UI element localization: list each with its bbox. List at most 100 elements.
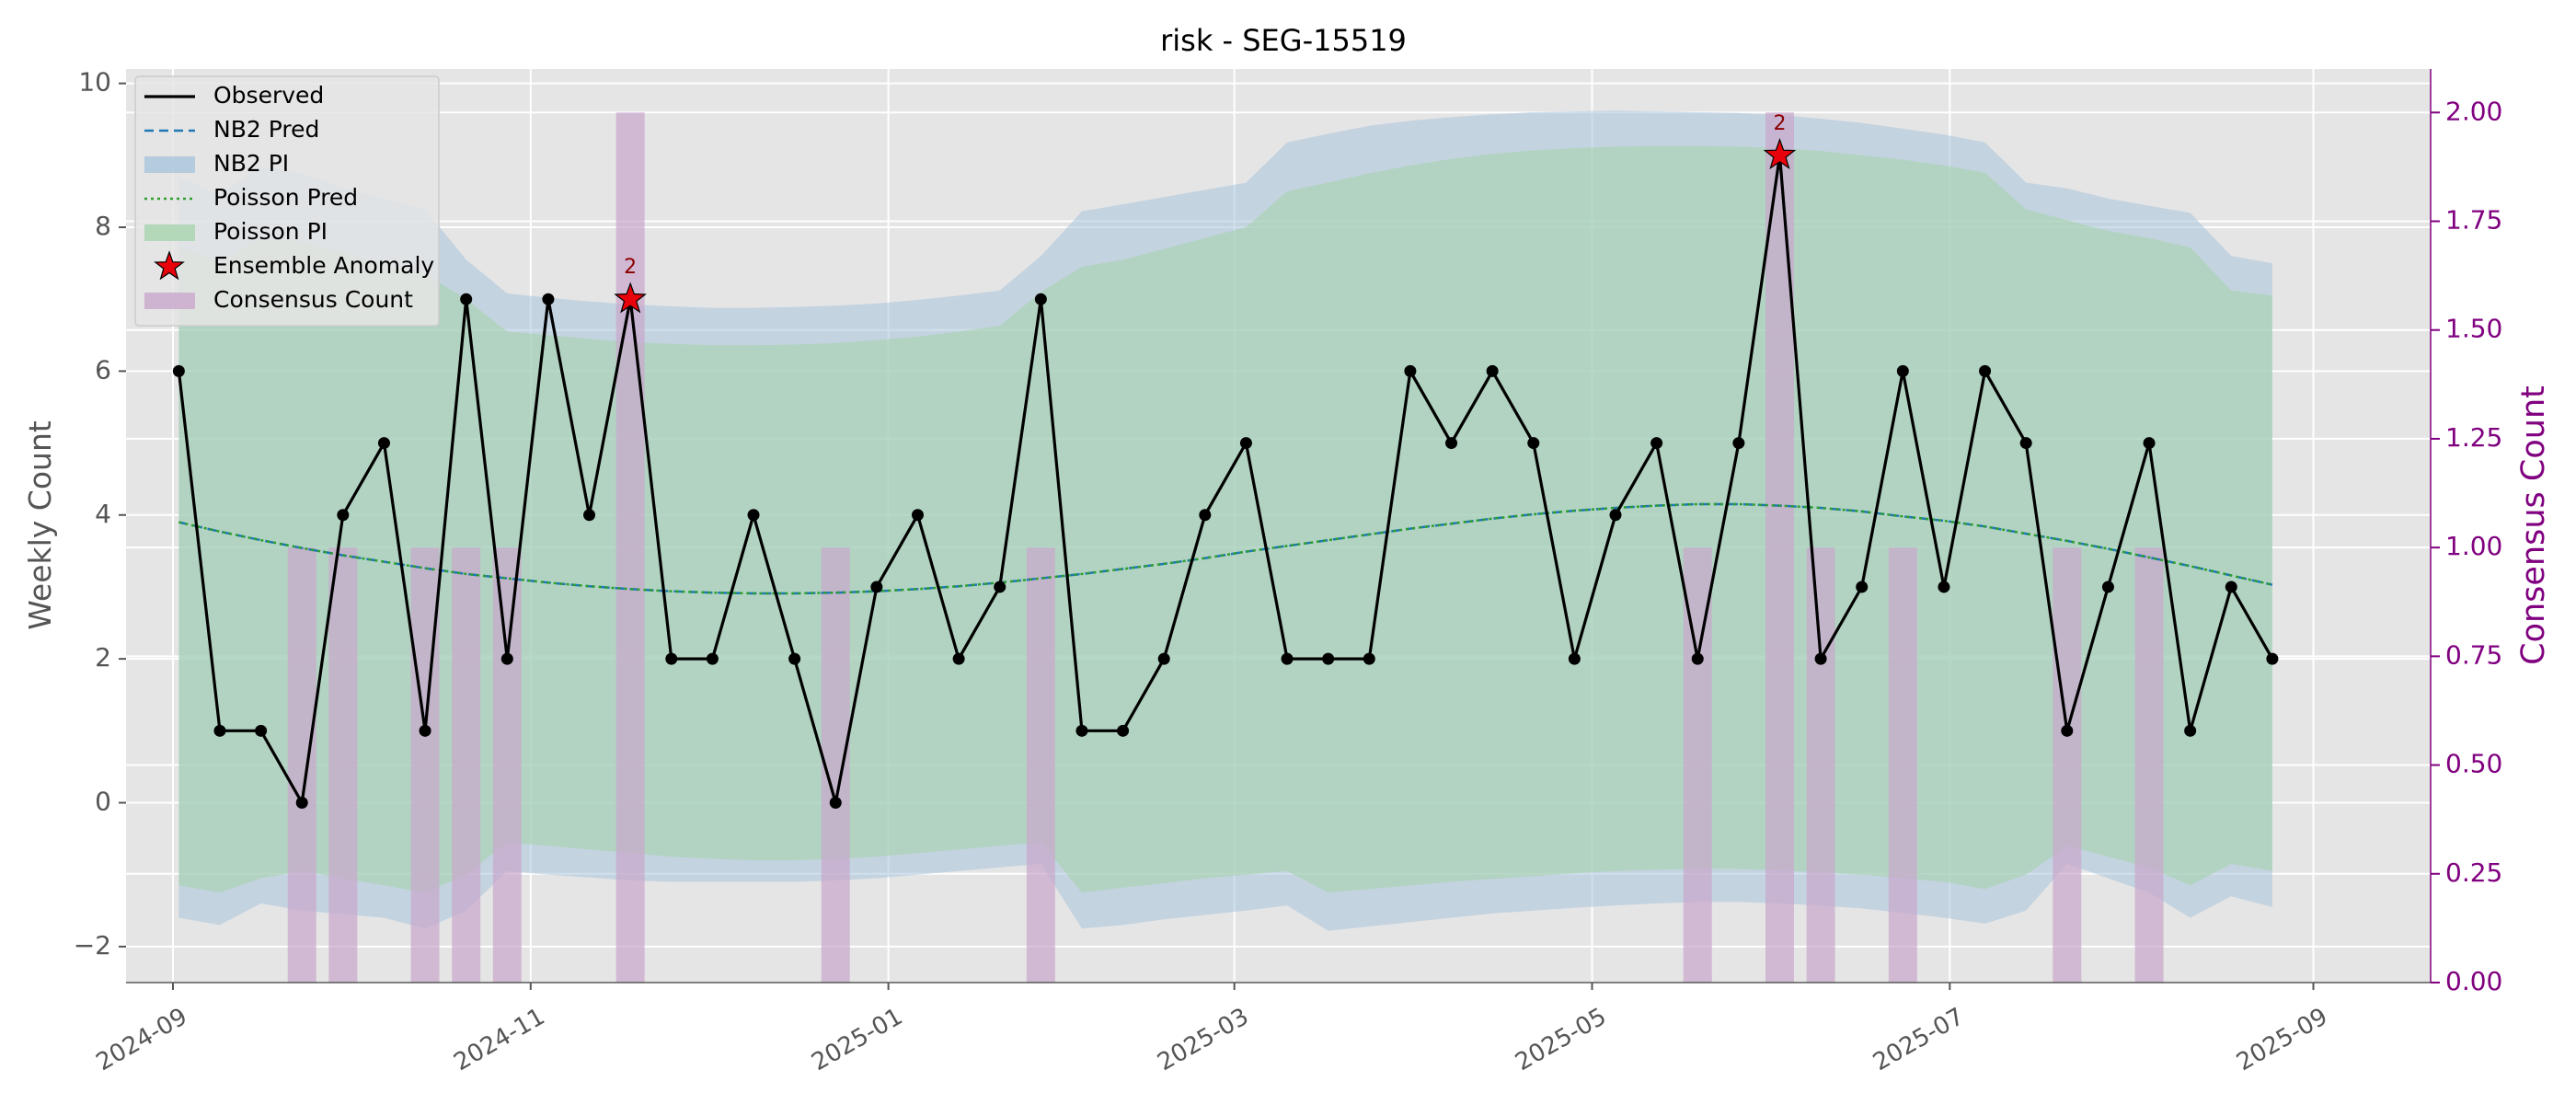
legend-label: Poisson Pred — [213, 184, 358, 211]
y2-tick-label: 0.25 — [2445, 857, 2502, 888]
observed-point — [1322, 652, 1335, 665]
observed-point — [1445, 437, 1458, 450]
observed-point — [213, 724, 226, 737]
observed-point — [2184, 724, 2197, 737]
observed-line — [177, 155, 2274, 808]
chart-title: risk - SEG-15519 — [1160, 23, 1407, 58]
consensus-bar — [328, 547, 358, 983]
observed-point — [870, 581, 883, 593]
y2-tick-label: 0.50 — [2445, 749, 2502, 779]
x-tick-label: 2025-03 — [1153, 1003, 1253, 1076]
observed-point — [1281, 652, 1294, 665]
observed-point — [172, 364, 185, 377]
observed-point — [1814, 652, 1827, 665]
y-axis-label: Weekly Count — [22, 420, 58, 630]
legend-label: Consensus Count — [213, 286, 413, 313]
consensus-bar — [1765, 112, 1794, 983]
legend-label: Observed — [213, 82, 324, 109]
y-tick-label: 2 — [95, 642, 111, 673]
anomaly-label: 2 — [1773, 112, 1786, 135]
observed-point — [255, 724, 268, 737]
y2-tick-label: 0.00 — [2445, 966, 2502, 996]
x-tick-label: 2025-01 — [807, 1003, 907, 1076]
consensus-bar — [615, 112, 645, 983]
observed-point — [1938, 581, 1950, 593]
y-tick-label: 6 — [95, 354, 111, 385]
observed-point — [994, 581, 1006, 593]
observed-point — [911, 509, 924, 522]
observed-point — [1486, 364, 1499, 377]
legend-box — [134, 75, 440, 327]
consensus-bar — [452, 547, 481, 983]
observed-point — [1732, 437, 1745, 450]
observed-point — [1404, 364, 1417, 377]
prediction-lines — [178, 502, 2273, 595]
observed-point — [460, 293, 473, 305]
observed-point — [788, 652, 801, 665]
observed-point — [2101, 581, 2114, 593]
x-axis: 2024-09 2024-11 2025-01 2025-03 2025-05 2025-… — [92, 982, 2431, 1076]
observed-point — [1568, 652, 1581, 665]
legend-label: NB2 Pred — [213, 116, 319, 143]
observed-point — [1650, 437, 1663, 450]
observed-point — [2019, 437, 2032, 450]
observed-point — [665, 652, 678, 665]
y-axis: −2 0 2 4 6 8 10 — [74, 67, 126, 960]
y-tick-label: 4 — [95, 499, 111, 529]
consensus-bar — [2053, 547, 2082, 983]
observed-point — [1691, 652, 1704, 665]
observed-point — [1856, 581, 1869, 593]
observed-point — [1117, 724, 1130, 737]
legend-label: NB2 PI — [213, 150, 289, 177]
observed-point — [2061, 724, 2074, 737]
observed-point — [583, 509, 596, 522]
x-tick-label: 2024-11 — [449, 1003, 549, 1076]
observed-point — [1199, 509, 1212, 522]
observed-point — [952, 652, 965, 665]
observed-point — [542, 293, 555, 305]
observed-point — [1034, 293, 1047, 305]
y2-tick-label: 2.00 — [2445, 96, 2502, 126]
consensus-bars — [287, 112, 2164, 983]
observed-series — [172, 149, 2279, 810]
observed-point — [1527, 437, 1540, 450]
observed-point — [295, 797, 308, 810]
legend-label: Poisson PI — [213, 218, 328, 245]
observed-point — [1157, 652, 1170, 665]
consensus-bar — [492, 547, 522, 983]
x-tick-label: 2025-05 — [1511, 1003, 1611, 1076]
observed-point — [706, 652, 719, 665]
observed-point — [1896, 364, 1909, 377]
consensus-bar — [1026, 547, 1055, 983]
anomaly-markers: 22 — [614, 112, 1797, 314]
observed-point — [1363, 652, 1375, 665]
y2-tick-label: 1.00 — [2445, 531, 2502, 561]
poisson-pi-band — [178, 145, 2272, 893]
prediction-bands — [178, 110, 2272, 931]
legend: Observed NB2 Pred NB2 PI Poisson Pred Poisso… — [134, 75, 440, 327]
anomaly-label: 2 — [624, 256, 637, 279]
observed-point — [419, 724, 431, 737]
observed-point — [2143, 437, 2156, 450]
x-tick-label: 2024-09 — [92, 1003, 192, 1076]
observed-point — [377, 437, 390, 450]
y2-tick-label: 0.75 — [2445, 639, 2502, 670]
y-tick-label: −2 — [74, 930, 111, 960]
y2-tick-label: 1.75 — [2445, 205, 2502, 236]
observed-point — [337, 509, 350, 522]
observed-point — [2225, 581, 2237, 593]
observed-point — [829, 797, 842, 810]
observed-point — [1075, 724, 1088, 737]
legend-swatch-poisson-pi — [144, 224, 195, 241]
nb2-pred-line — [178, 502, 2273, 595]
observed-point — [500, 652, 513, 665]
observed-point — [1239, 437, 1252, 450]
observed-point — [1609, 509, 1622, 522]
y-tick-label: 10 — [78, 67, 111, 98]
y2-tick-label: 1.25 — [2445, 422, 2502, 453]
y2-axis-label: Consensus Count — [2515, 385, 2552, 665]
y2-tick-label: 1.50 — [2445, 314, 2502, 344]
consensus-bar — [287, 547, 316, 983]
consensus-bar — [1888, 547, 1917, 983]
